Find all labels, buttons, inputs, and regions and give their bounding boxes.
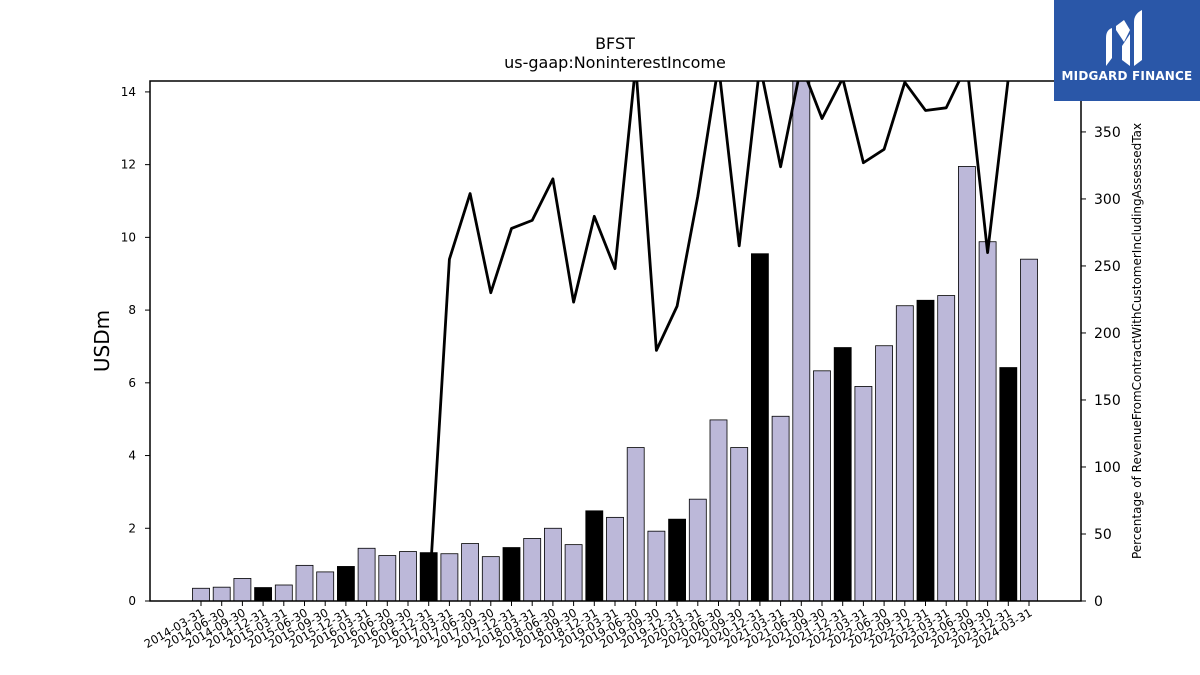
bar-2014-09-30 [233, 578, 252, 601]
bar-2022-03-31 [854, 386, 873, 601]
bar-2017-09-30 [481, 556, 500, 601]
y2-tick-label: 50 [1094, 527, 1112, 543]
bar-2022-12-31 [916, 299, 935, 601]
bar-2023-12-31 [999, 367, 1018, 601]
chart-subtitle: us-gaap:NoninterestIncome [504, 53, 726, 72]
y-tick-label: 6 [128, 376, 136, 390]
bar-2023-03-31 [937, 295, 956, 601]
bar-2023-06-30 [958, 166, 976, 601]
bar-2021-09-30 [813, 370, 831, 601]
bar-2018-09-30 [564, 544, 583, 601]
ratio-line [427, 81, 1010, 601]
y2-tick-label: 0 [1094, 594, 1103, 610]
bar-2019-09-30 [647, 530, 666, 601]
bar-2014-03-31 [192, 587, 210, 601]
bar-2018-12-31 [585, 510, 604, 601]
y2-tick-label: 250 [1094, 259, 1121, 275]
bar-2016-09-30 [399, 551, 417, 601]
bar-2017-03-31 [440, 553, 459, 601]
y-tick-label: 2 [128, 521, 136, 535]
bar-2023-09-30 [978, 241, 997, 601]
y2-tick-label: 200 [1094, 326, 1121, 342]
bar-2014-06-30 [212, 586, 231, 601]
y2-tick-label: 300 [1094, 192, 1121, 208]
bar-2020-12-31 [751, 253, 769, 601]
y-axis-label: USDm [90, 310, 114, 372]
x-axis-ticks: 2014-03-312014-06-302014-09-302014-12-31… [142, 601, 1035, 651]
bar-2020-09-30 [730, 447, 749, 601]
y-tick-label: 8 [128, 303, 136, 317]
bar-2017-06-30 [461, 543, 480, 601]
bar-2015-09-30 [316, 571, 335, 601]
right-axis-ticks: 0 50 100 150 200 250 300 350 [1081, 125, 1121, 610]
bar-2021-12-31 [833, 347, 852, 601]
midgard-finance-logo: MIDGARD FINANCE [1054, 0, 1200, 101]
y-tick-label: 14 [121, 85, 136, 99]
bar-2018-06-30 [544, 527, 562, 601]
y2-axis-label: Percentage of RevenueFromContractWithCus… [1130, 123, 1144, 559]
bar-2016-03-31 [357, 547, 376, 601]
y-tick-label: 0 [128, 594, 136, 608]
y-tick-label: 12 [121, 158, 136, 172]
bar-2016-12-31 [419, 552, 438, 601]
chart-title: BFST [595, 34, 635, 53]
bar-2015-12-31 [336, 566, 355, 601]
logo-brand-text: MIDGARD FINANCE [1061, 69, 1193, 83]
logo-mark-icon [1106, 10, 1142, 66]
bar-2017-12-31 [502, 547, 521, 601]
bar-2022-06-30 [875, 345, 893, 601]
bar-2019-12-31 [668, 518, 686, 601]
bar-2019-06-30 [626, 447, 645, 601]
bar-2021-06-30 [792, 81, 811, 601]
bar-2024-03-31 [1020, 258, 1038, 601]
bar-2015-06-30 [295, 564, 314, 601]
bar-2020-06-30 [709, 419, 728, 601]
bar-series [192, 81, 1038, 601]
left-axis-ticks: 0 2 4 6 8 10 12 14 [121, 85, 150, 608]
bar-2019-03-31 [606, 516, 624, 601]
y2-tick-label: 100 [1094, 460, 1121, 476]
y2-tick-label: 150 [1094, 393, 1121, 409]
bar-2022-09-30 [895, 305, 914, 601]
bar-2020-03-31 [688, 498, 707, 601]
bar-2016-06-30 [378, 555, 397, 601]
bar-2015-03-31 [274, 584, 293, 601]
y-tick-label: 10 [121, 230, 136, 244]
y2-tick-label: 350 [1094, 125, 1121, 141]
bar-2021-03-31 [771, 415, 790, 601]
bar-2018-03-31 [523, 538, 542, 601]
bar-2014-12-31 [254, 587, 273, 601]
y-tick-label: 4 [128, 449, 136, 463]
